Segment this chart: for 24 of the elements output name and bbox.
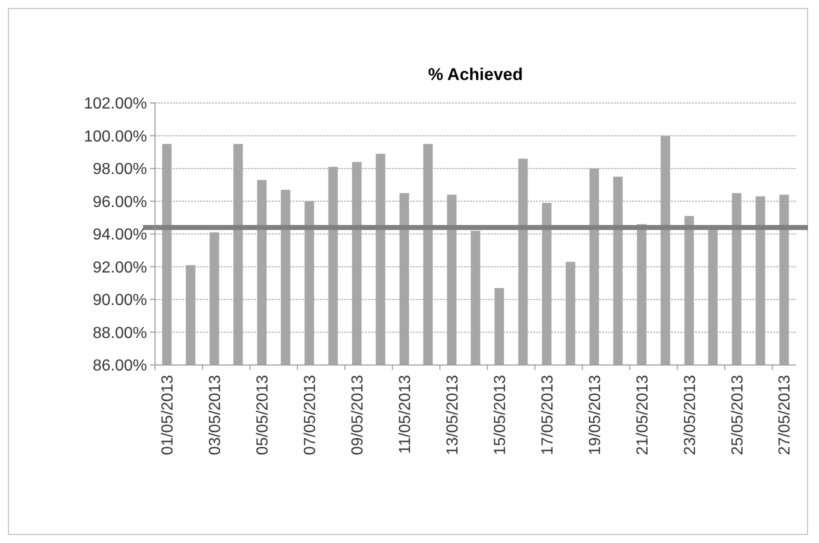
y-tick-label: 98.00% xyxy=(92,161,147,178)
chart-title: % Achieved xyxy=(428,65,523,84)
y-tick-label: 90.00% xyxy=(92,292,147,310)
x-tick-label: 05/05/2013 xyxy=(254,374,272,456)
x-tick-label: 17/05/2013 xyxy=(539,374,556,456)
x-tick-label: 15/05/2013 xyxy=(492,374,509,456)
y-tick-label: 94.00% xyxy=(92,226,147,244)
x-tick-label: 21/05/2013 xyxy=(634,374,652,456)
x-tick-label: 27/05/2013 xyxy=(776,374,794,456)
y-tick-label: 102.00% xyxy=(84,96,147,113)
x-tick-label: 01/05/2013 xyxy=(159,374,176,456)
x-tick-label: 25/05/2013 xyxy=(729,374,746,456)
x-tick-label: 09/05/2013 xyxy=(349,374,366,456)
x-tick-label: 13/05/2013 xyxy=(444,374,462,456)
x-tick-label: 07/05/2013 xyxy=(302,374,319,456)
y-tick-label: 96.00% xyxy=(92,194,147,211)
x-tick-label: 23/05/2013 xyxy=(682,374,699,456)
y-tick-label: 88.00% xyxy=(92,324,147,342)
x-tick-label: 11/05/2013 xyxy=(396,374,414,454)
y-tick-label: 92.00% xyxy=(92,259,147,276)
y-tick-label: 86.00% xyxy=(92,358,147,375)
x-tick-label: 03/05/2013 xyxy=(206,374,224,456)
x-tick-label: 19/05/2013 xyxy=(586,374,604,456)
y-tick-label: 100.00% xyxy=(84,128,147,146)
